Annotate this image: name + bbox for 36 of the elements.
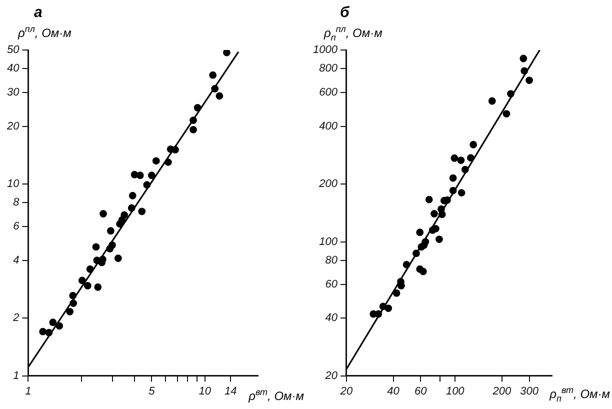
- x-axis-title: ρ$_{п}$$^{вт}$, Ом·м: [550, 384, 610, 403]
- x-tick-label: 60: [414, 385, 428, 398]
- y-axis-title: ρ$^{пл}$, Ом·м: [18, 24, 72, 40]
- y-axis-title: ρ$_{п}$$^{пл}$, Ом·м: [324, 24, 382, 42]
- y-tick-label: 8: [13, 196, 20, 209]
- y-tick-label: 50: [6, 44, 20, 56]
- y-tick-label: 60: [325, 278, 338, 290]
- chart-title: а: [34, 4, 42, 21]
- x-tick-label: 300: [520, 385, 540, 398]
- y-tick-label: 4: [13, 254, 20, 266]
- x-tick-label: 10: [198, 385, 212, 398]
- x-axis-title: ρ$^{вт}$, Ом·м: [248, 387, 304, 403]
- y-tick-label: 200: [318, 178, 338, 190]
- x-tick-label: 14: [224, 385, 237, 398]
- x-tick-label: 1: [25, 385, 32, 398]
- y-tick-label: 30: [6, 86, 20, 99]
- y-tick-label: 400: [319, 120, 338, 132]
- chart-title: б: [340, 4, 350, 21]
- y-tick-label: 2: [12, 312, 20, 324]
- y-tick-label: 40: [6, 62, 20, 75]
- y-tick-label: 800: [319, 62, 338, 75]
- y-tick-label: 1: [13, 370, 20, 382]
- x-tick-label: 200: [492, 385, 512, 398]
- x-tick-label: 20: [339, 385, 354, 398]
- x-tick-label: 40: [387, 385, 400, 398]
- y-tick-label: 10: [6, 178, 20, 190]
- x-tick-label: 100: [446, 385, 466, 398]
- y-tick-label: 600: [319, 86, 338, 99]
- y-tick-label: 20: [324, 370, 338, 382]
- y-tick-label: 6: [13, 220, 20, 233]
- x-tick-label: 5: [148, 385, 156, 398]
- y-tick-label: 100: [319, 236, 338, 248]
- y-tick-label: 1000: [312, 44, 338, 56]
- y-tick-label: 40: [325, 312, 338, 324]
- y-tick-label: 80: [325, 254, 338, 266]
- y-tick-label: 20: [6, 120, 20, 132]
